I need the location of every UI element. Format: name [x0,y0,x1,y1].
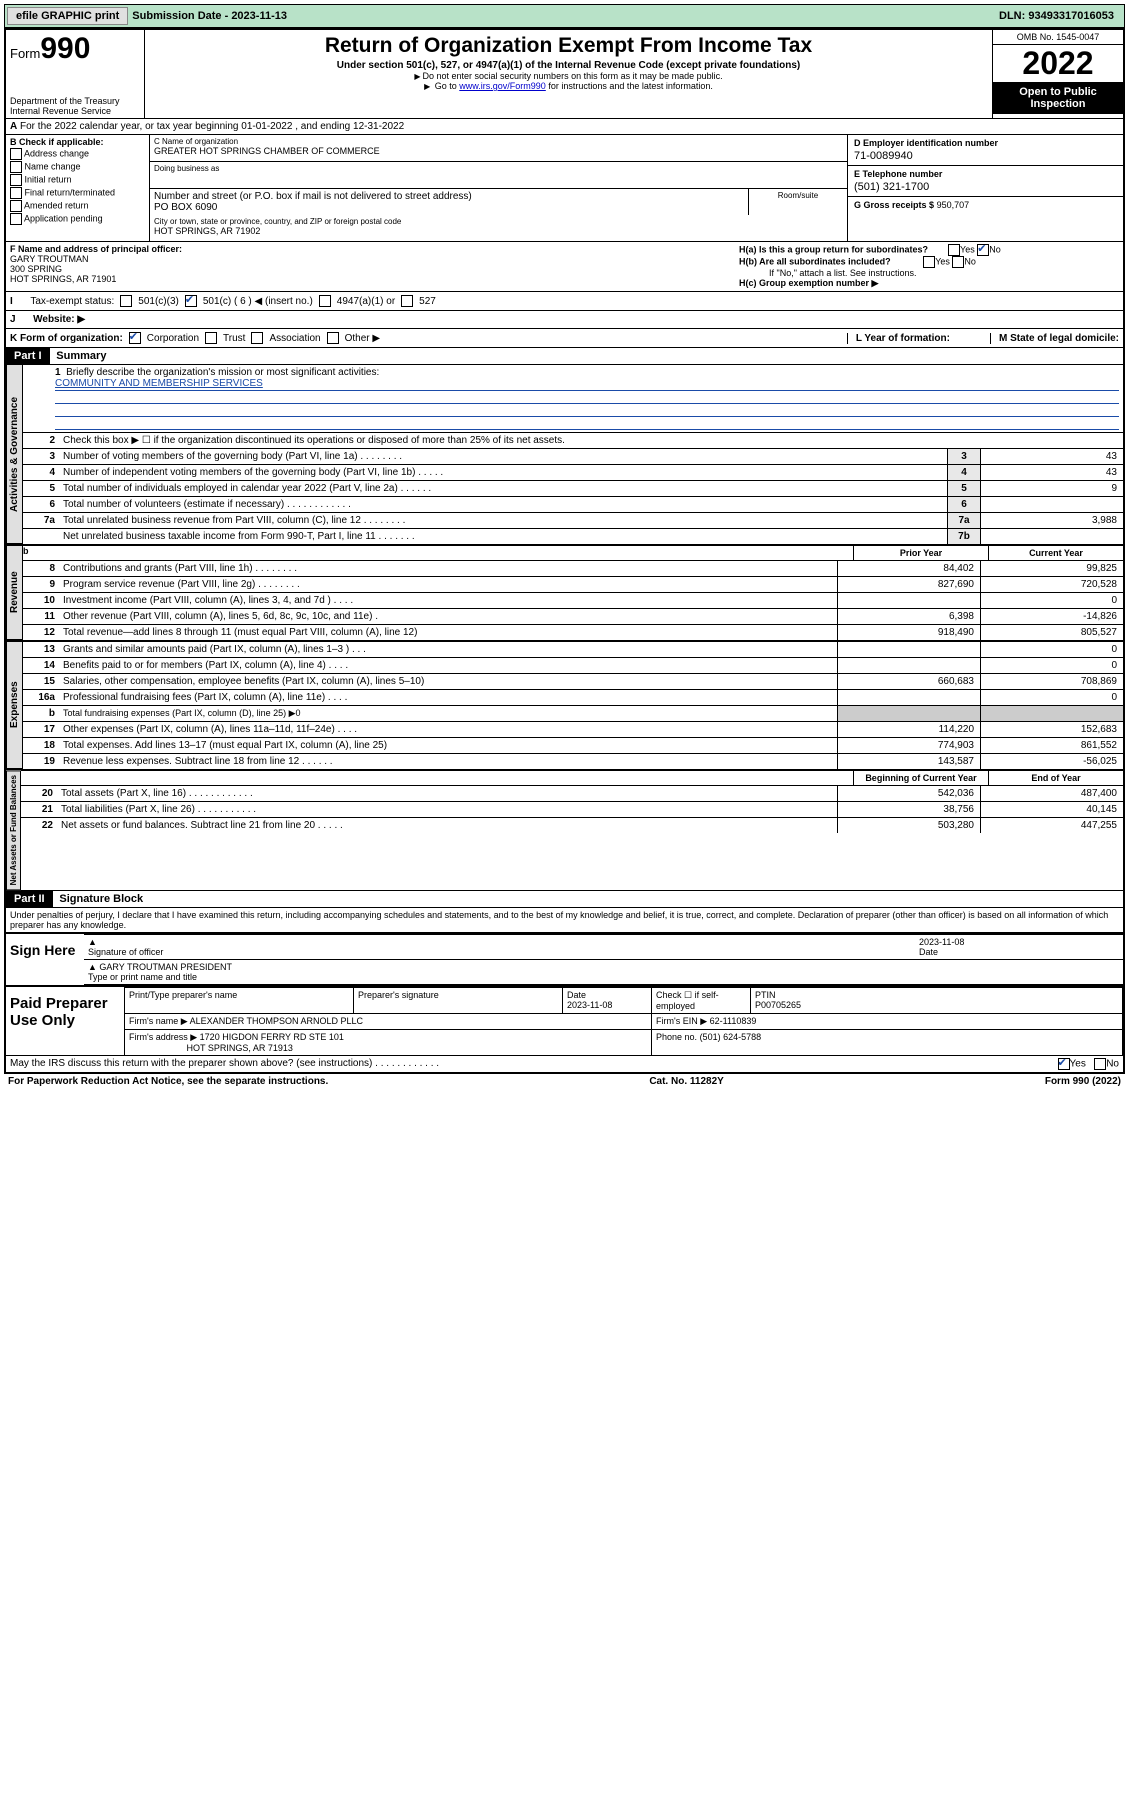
summary-line-11: 11Other revenue (Part VIII, column (A), … [23,608,1123,624]
firm-addr1: 1720 HIGDON FERRY RD STE 101 [200,1032,344,1042]
mission-text: COMMUNITY AND MEMBERSHIP SERVICES [55,378,1119,391]
row-k: K Form of organization: Corporation Trus… [6,328,1123,347]
paid-preparer-label: Paid Preparer Use Only [6,987,124,1055]
summary-line-10: 10Investment income (Part VIII, column (… [23,592,1123,608]
summary-line-6: 6Total number of volunteers (estimate if… [23,496,1123,512]
summary-line-19: 19Revenue less expenses. Subtract line 1… [23,753,1123,769]
room-suite-label: Room/suite [749,189,847,215]
summary-line-5: 5Total number of individuals employed in… [23,480,1123,496]
row-i: I Tax-exempt status: 501(c)(3) 501(c) ( … [6,291,1123,310]
summary-line-14: 14Benefits paid to or for members (Part … [23,657,1123,673]
summary-line-7a: 7aTotal unrelated business revenue from … [23,512,1123,528]
prep-phone: (501) 624-5788 [700,1032,762,1042]
form-footer: Form 990 (2022) [1045,1076,1121,1087]
open-inspection: Open to Public Inspection [993,82,1123,114]
summary-line-3: 3Number of voting members of the governi… [23,448,1123,464]
revenue-tab: Revenue [6,545,23,640]
dln-label: DLN: 93493317016053 [999,10,1122,22]
ptin: P00705265 [755,1000,801,1010]
perjury-declaration: Under penalties of perjury, I declare th… [6,907,1123,932]
irs-link[interactable]: www.irs.gov/Form990 [459,81,546,91]
firm-name: ALEXANDER THOMPSON ARNOLD PLLC [190,1016,363,1026]
prep-date: 2023-11-08 [567,1000,612,1010]
irs-label: Internal Revenue Service [10,106,140,116]
officer-name: GARY TROUTMAN [10,254,89,264]
summary-line-16a: 16aProfessional fundraising fees (Part I… [23,689,1123,705]
summary-line-18: 18Total expenses. Add lines 13–17 (must … [23,737,1123,753]
section-c: C Name of organization GREATER HOT SPRIN… [150,135,847,241]
top-toolbar: efile GRAPHIC print Submission Date - 20… [4,4,1125,28]
city-state-zip: HOT SPRINGS, AR 71902 [154,226,843,236]
form-label: Form [10,46,40,61]
summary-line-12: 12Total revenue—add lines 8 through 11 (… [23,624,1123,640]
form-id-box: Form990 Department of the Treasury Inter… [6,30,145,118]
summary-line-4: 4Number of independent voting members of… [23,464,1123,480]
sign-here-label: Sign Here [6,934,84,985]
submission-date: Submission Date - 2023-11-13 [132,10,287,22]
part2-title: Signature Block [55,893,143,905]
street: PO BOX 6090 [154,202,744,213]
summary-line-b: bTotal fundraising expenses (Part IX, co… [23,705,1123,721]
preparer-table: Print/Type preparer's name Preparer's si… [124,987,1123,1055]
firm-ein: 62-1110839 [710,1016,757,1026]
part2-header: Part II [6,891,53,907]
tax-year: 2022 [993,45,1123,82]
section-h: H(a) Is this a group return for subordin… [735,242,1123,291]
efile-button[interactable]: efile GRAPHIC print [7,7,128,25]
section-f: F Name and address of principal officer:… [6,242,735,291]
omb-number: OMB No. 1545-0047 [993,30,1123,45]
cat-no: Cat. No. 11282Y [649,1076,723,1087]
part1-title: Summary [52,350,106,362]
form-subtitle: Under section 501(c), 527, or 4947(a)(1)… [151,60,986,71]
paperwork-notice: For Paperwork Reduction Act Notice, see … [8,1076,328,1087]
summary-line-13: 13Grants and similar amounts paid (Part … [23,641,1123,657]
gross-receipts: 950,707 [937,200,970,210]
ssn-note: Do not enter social security numbers on … [151,71,986,81]
line-a: A For the 2022 calendar year, or tax yea… [6,119,1123,135]
summary-line-7b: Net unrelated business taxable income fr… [23,528,1123,544]
officer-signature-name: GARY TROUTMAN PRESIDENT [99,962,232,972]
form-container: Form990 Department of the Treasury Inter… [4,28,1125,1074]
summary-line-21: 21Total liabilities (Part X, line 26) . … [21,801,1123,817]
sig-date: 2023-11-08 [919,937,964,947]
summary-line-8: 8Contributions and grants (Part VIII, li… [23,560,1123,576]
dept-label: Department of the Treasury [10,96,140,106]
summary-line-17: 17Other expenses (Part IX, column (A), l… [23,721,1123,737]
expenses-tab: Expenses [6,641,23,769]
may-irs-discuss: May the IRS discuss this return with the… [10,1058,439,1070]
netassets-tab: Net Assets or Fund Balances [6,770,21,890]
form-title: Return of Organization Exempt From Incom… [151,34,986,58]
form-number: 990 [40,32,90,65]
part1-header: Part I [6,348,50,364]
phone: (501) 321-1700 [854,179,1117,193]
ein: 71-0089940 [854,148,1117,162]
summary-line-9: 9Program service revenue (Part VIII, lin… [23,576,1123,592]
summary-line-22: 22Net assets or fund balances. Subtract … [21,817,1123,833]
row-j: J Website: ▶ [6,310,1123,328]
governance-tab: Activities & Governance [6,364,23,544]
section-d: D Employer identification number 71-0089… [847,135,1123,241]
summary-line-15: 15Salaries, other compensation, employee… [23,673,1123,689]
section-b: B Check if applicable: Address change Na… [6,135,150,241]
goto-note: Go to www.irs.gov/Form990 for instructio… [151,81,986,91]
org-name: GREATER HOT SPRINGS CHAMBER OF COMMERCE [154,146,843,156]
summary-line-20: 20Total assets (Part X, line 16) . . . .… [21,785,1123,801]
